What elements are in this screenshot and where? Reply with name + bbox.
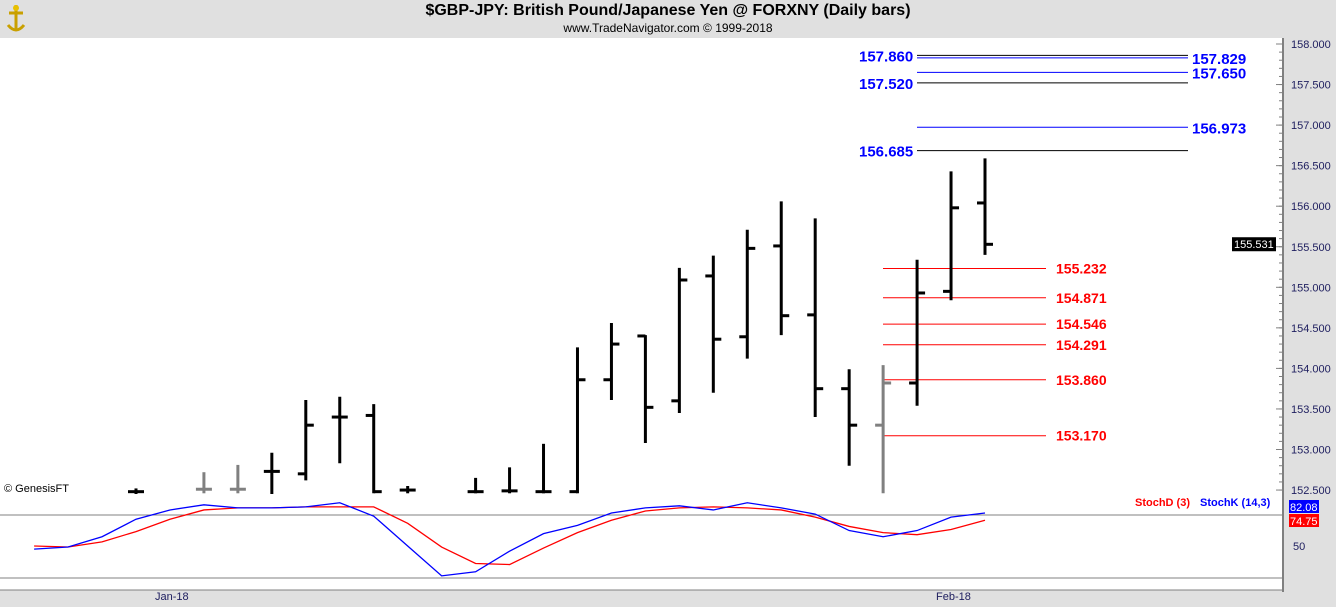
y-tick-label: 156.500 bbox=[1291, 161, 1331, 173]
copyright-label: © GenesisFT bbox=[4, 483, 69, 495]
stoch-d-value: 74.75 bbox=[1290, 516, 1318, 528]
support-level-label: 153.860 bbox=[1056, 372, 1107, 388]
resistance-level-label: 156.685 bbox=[859, 144, 913, 161]
stoch-k-line bbox=[34, 502, 986, 577]
y-tick-label: 158.000 bbox=[1291, 39, 1331, 51]
stoch-k-value: 82.08 bbox=[1290, 502, 1318, 514]
support-level-label: 155.232 bbox=[1056, 260, 1107, 276]
stoch-d-badge bbox=[1289, 514, 1319, 527]
y-tick-label: 153.500 bbox=[1291, 404, 1331, 416]
stoch-k-badge bbox=[1289, 500, 1319, 513]
chart-subtitle: www.TradeNavigator.com © 1999-2018 bbox=[563, 21, 773, 35]
support-level-label: 154.291 bbox=[1056, 337, 1107, 353]
stoch-d-legend: StochD (3) bbox=[1135, 497, 1190, 509]
chart-title: $GBP-JPY: British Pound/Japanese Yen @ F… bbox=[425, 2, 911, 19]
y-tick-label: 154.500 bbox=[1291, 323, 1331, 335]
resistance-level-label: 156.973 bbox=[1192, 120, 1246, 137]
x-tick-label: Feb-18 bbox=[936, 591, 971, 603]
chart-header: $GBP-JPY: British Pound/Japanese Yen @ F… bbox=[0, 0, 1336, 38]
support-level-label: 154.871 bbox=[1056, 290, 1107, 306]
trade-navigator-logo-icon bbox=[6, 5, 26, 32]
resistance-level-label: 157.860 bbox=[859, 48, 913, 65]
y-tick-label: 153.000 bbox=[1291, 445, 1331, 457]
y-tick-label: 154.000 bbox=[1291, 363, 1331, 375]
support-level-label: 154.546 bbox=[1056, 316, 1107, 332]
support-level-label: 153.170 bbox=[1056, 428, 1107, 444]
y-tick-label: 156.000 bbox=[1291, 201, 1331, 213]
stoch-tick-label: 50 bbox=[1293, 541, 1305, 553]
y-tick-label: 157.000 bbox=[1291, 120, 1331, 132]
last-price-label: 155.531 bbox=[1234, 239, 1274, 251]
last-price-badge bbox=[1232, 237, 1276, 252]
x-tick-label: Jan-18 bbox=[155, 591, 189, 603]
resistance-level-label: 157.650 bbox=[1192, 65, 1246, 82]
stoch-k-legend: StochK (14,3) bbox=[1200, 497, 1271, 509]
y-tick-label: 155.000 bbox=[1291, 282, 1331, 294]
y-tick-label: 155.500 bbox=[1291, 242, 1331, 254]
resistance-level-label: 157.520 bbox=[859, 76, 913, 93]
y-tick-label: 157.500 bbox=[1291, 80, 1331, 92]
resistance-level-label: 157.829 bbox=[1192, 51, 1246, 68]
y-tick-label: 152.500 bbox=[1291, 485, 1331, 497]
plot-area bbox=[0, 38, 1283, 590]
